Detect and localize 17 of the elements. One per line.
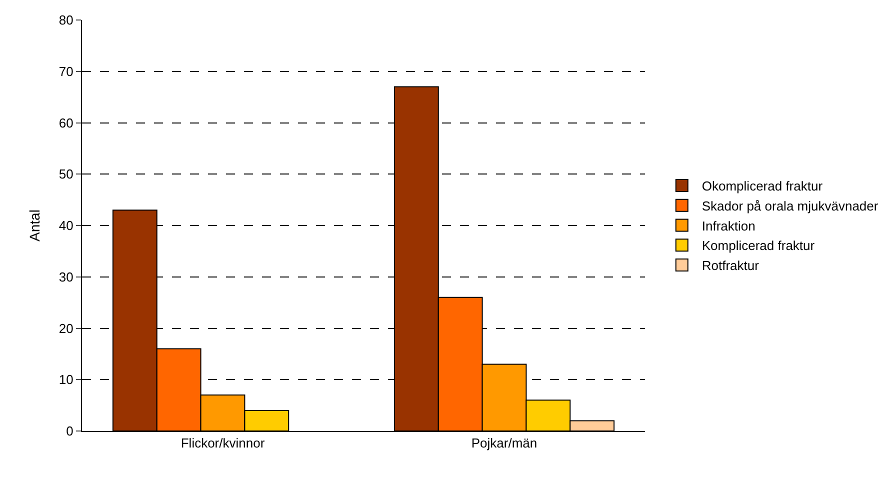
legend-label: Infraktion xyxy=(702,218,756,234)
y-tick-label: 50 xyxy=(58,166,74,182)
y-tick-label: 30 xyxy=(58,269,74,284)
x-tick-label: Flickor/kvinnor xyxy=(180,436,266,451)
x-tick-label: Pojkar/män xyxy=(471,436,538,451)
y-tick-label: 60 xyxy=(58,115,74,130)
legend-label: Skador på orala mjukvävnader xyxy=(702,198,879,214)
y-tick-label: 80 xyxy=(58,12,74,28)
y-tick-label: 10 xyxy=(58,372,74,388)
legend-label: Rotfraktur xyxy=(702,258,760,274)
y-axis-title: Antal xyxy=(26,210,43,242)
y-tick-label: 40 xyxy=(58,218,74,234)
y-tick-label: 0 xyxy=(66,424,74,439)
legend-label: Okomplicerad fraktur xyxy=(702,178,824,194)
y-tick-label: 20 xyxy=(58,320,74,336)
y-tick-label: 70 xyxy=(58,64,74,79)
legend-label: Komplicerad fraktur xyxy=(702,238,816,254)
